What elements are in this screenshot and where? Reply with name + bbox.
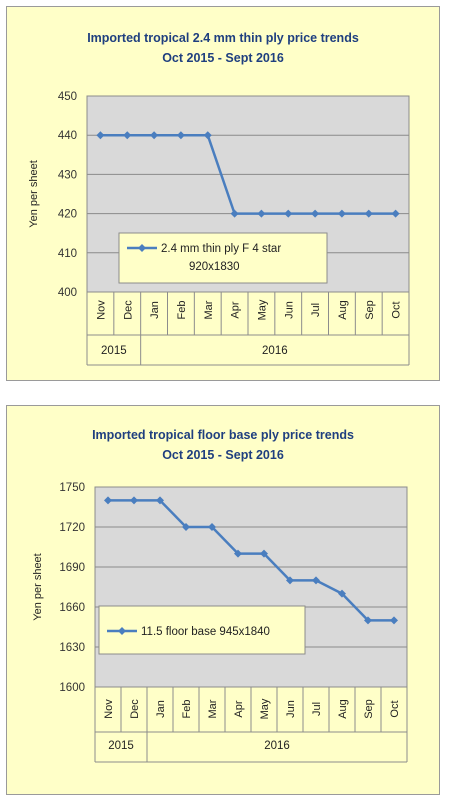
x-tick-label: Apr: [230, 301, 242, 318]
x-tick-label: Nov: [103, 699, 115, 719]
series-line: [108, 499, 394, 622]
legend-box: [118, 232, 328, 284]
y-tick-label: 420: [58, 209, 77, 221]
x-tick-label: Sep: [363, 699, 375, 719]
data-point: [260, 549, 268, 558]
x-tick-label: Dec: [122, 300, 134, 320]
y-tick-label: 1750: [59, 482, 85, 494]
data-point: [96, 131, 105, 140]
x-tick-label: Aug: [337, 300, 349, 320]
series-line: [100, 133, 396, 215]
x-tick-label: Feb: [181, 700, 193, 719]
data-point: [391, 209, 400, 218]
data-point: [364, 209, 373, 218]
y-tick-label: 440: [58, 130, 77, 142]
chart-subtitle: Oct 2015 - Sept 2016: [162, 51, 284, 65]
legend-label: 11.5 floor base 945x1840: [141, 626, 270, 638]
y-axis-label: Yen per sheet: [28, 160, 40, 227]
chart-title: Imported tropical 2.4 mm thin ply price …: [87, 31, 359, 45]
year-label: 2015: [101, 345, 127, 357]
x-tick-label: Sep: [364, 300, 376, 320]
y-tick-label: 1600: [59, 682, 85, 694]
legend-swatch-marker: [138, 244, 146, 252]
y-tick-label: 450: [58, 91, 77, 103]
data-point: [257, 209, 266, 218]
x-tick-label: Oct: [391, 301, 403, 318]
x-tick-label: May: [256, 299, 268, 320]
y-axis-label: Yen per sheet: [32, 553, 44, 620]
x-tick-label: Jan: [149, 301, 161, 319]
y-tick-label: 410: [58, 248, 77, 260]
x-tick-label: Jun: [283, 301, 295, 319]
y-tick-label: 430: [58, 169, 77, 181]
data-point: [311, 209, 320, 218]
data-point: [176, 131, 185, 140]
x-tick-label: Dec: [129, 699, 141, 719]
data-point: [234, 549, 242, 558]
data-point: [364, 616, 372, 625]
data-point: [337, 209, 346, 218]
year-label: 2016: [264, 740, 290, 752]
x-tick-label: Feb: [176, 301, 188, 320]
data-point: [338, 589, 346, 598]
data-point: [390, 616, 398, 625]
legend-label-line2: 920x1830: [189, 261, 240, 273]
chart-subtitle: Oct 2015 - Sept 2016: [162, 448, 284, 462]
legend-swatch-marker: [118, 627, 126, 635]
chart-title: Imported tropical floor base ply price t…: [92, 428, 354, 442]
data-point: [286, 576, 294, 585]
chart-panel-thin-ply: Imported tropical 2.4 mm thin ply price …: [6, 6, 440, 381]
x-tick-label: Oct: [389, 700, 401, 717]
data-point: [123, 131, 132, 140]
x-tick-label: Mar: [203, 300, 215, 319]
data-point: [156, 496, 164, 505]
year-label: 2015: [108, 740, 134, 752]
y-tick-label: 400: [58, 287, 77, 299]
data-point: [284, 209, 293, 218]
data-point: [182, 523, 190, 531]
y-tick-label: 1660: [59, 602, 85, 614]
y-tick-label: 1630: [59, 642, 85, 654]
y-tick-label: 1720: [59, 522, 85, 534]
chart-floor-base: Imported tropical floor base ply price t…: [32, 428, 408, 763]
year-label: 2016: [262, 345, 288, 357]
y-tick-label: 1690: [59, 562, 85, 574]
x-tick-label: Apr: [233, 700, 245, 717]
data-point: [104, 496, 112, 505]
data-point: [150, 131, 159, 140]
data-point: [203, 131, 212, 140]
x-tick-label: Jun: [285, 700, 297, 718]
data-point: [208, 523, 216, 531]
plot-area: [94, 486, 408, 688]
chart-thin-ply: Imported tropical 2.4 mm thin ply price …: [28, 31, 410, 366]
data-point: [312, 576, 320, 585]
legend-label: 2.4 mm thin ply F 4 star: [161, 243, 281, 255]
x-tick-label: Jan: [155, 700, 167, 718]
x-tick-label: Mar: [207, 699, 219, 718]
x-tick-label: Aug: [337, 699, 349, 719]
data-point: [130, 496, 138, 505]
x-tick-label: Jul: [311, 702, 323, 716]
chart-panel-floor-base: Imported tropical floor base ply price t…: [6, 405, 440, 795]
x-tick-label: Nov: [95, 300, 107, 320]
data-point: [230, 209, 239, 218]
x-tick-label: May: [259, 698, 271, 719]
x-tick-label: Jul: [310, 303, 322, 317]
